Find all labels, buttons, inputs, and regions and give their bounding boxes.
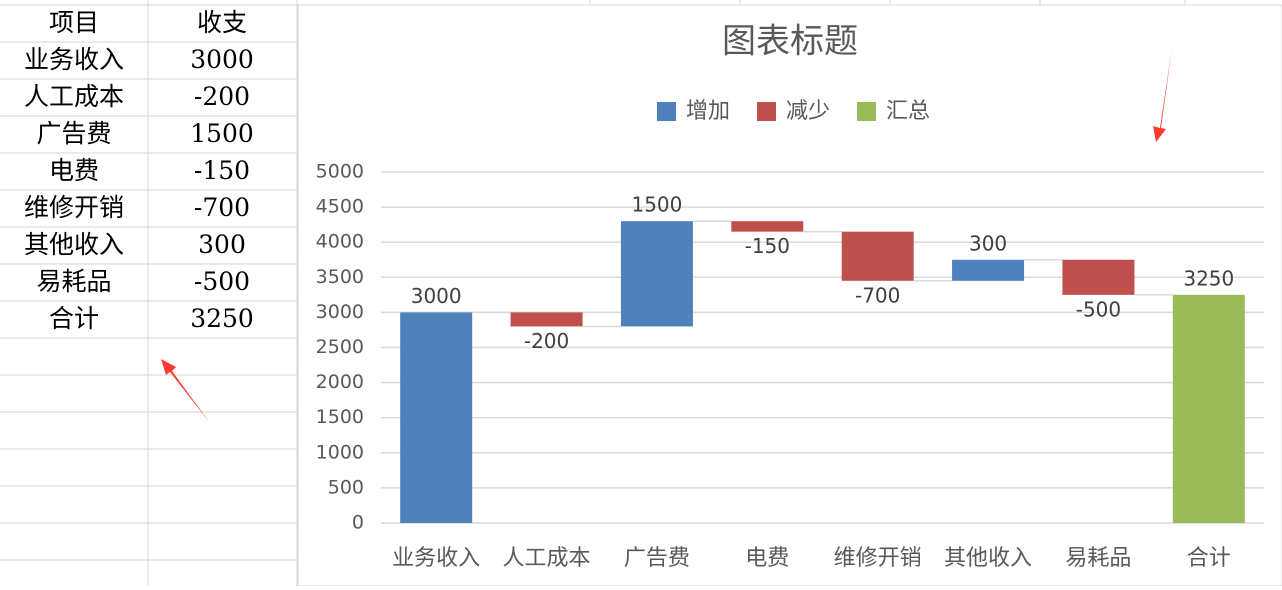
y-tick-label: 1000 [316, 441, 364, 463]
y-tick-label: 500 [328, 476, 364, 498]
data-label: -200 [524, 329, 569, 353]
cell: 人工成本 [24, 82, 124, 111]
y-tick-label: 3500 [316, 266, 364, 288]
cell: 300 [198, 230, 246, 259]
chart-title: 图表标题 [722, 22, 858, 62]
x-tick-label: 其他收入 [944, 546, 1032, 571]
data-label: 3000 [411, 284, 462, 308]
chart: 0 500 1000 1500 2000 2500 3000 3500 4000 4500 5000… [316, 99, 1264, 571]
legend-label: 减少 [786, 99, 830, 124]
bar [841, 231, 914, 281]
bar [620, 221, 693, 327]
cell: -150 [194, 156, 250, 185]
cell: 电费 [49, 156, 99, 185]
bar [510, 312, 583, 327]
cell: -200 [194, 82, 250, 111]
cell: 3000 [190, 45, 254, 74]
cell: 维修开销 [24, 193, 124, 222]
x-tick-label: 广告费 [624, 546, 690, 571]
cell: 1500 [190, 119, 254, 148]
bar [731, 221, 804, 232]
cell: 3250 [190, 304, 254, 333]
header-cell: 项目 [49, 8, 99, 37]
cell: 其他收入 [24, 230, 124, 259]
bar [952, 259, 1025, 281]
arrow [1153, 48, 1172, 142]
x-tick-label: 人工成本 [503, 546, 591, 571]
x-tick-label: 电费 [745, 546, 789, 571]
x-tick-label: 维修开销 [834, 546, 922, 571]
header-cell: 收支 [197, 8, 247, 37]
y-tick-label: 0 [352, 512, 364, 534]
cell: 易耗品 [36, 267, 111, 296]
y-tick-label: 2500 [316, 336, 364, 358]
bar [400, 312, 473, 523]
cell: -500 [194, 267, 250, 296]
legend-swatch [857, 102, 876, 121]
y-tick-label: 2000 [316, 371, 364, 393]
legend-label: 汇总 [886, 99, 930, 124]
legend-swatch [657, 102, 676, 121]
x-tick-label: 合计 [1187, 546, 1231, 571]
data-label: -700 [855, 283, 900, 307]
bar [1172, 294, 1245, 523]
y-tick-label: 4500 [316, 196, 364, 218]
data-label: -500 [1076, 297, 1121, 321]
cell: 合计 [49, 304, 99, 333]
bar [1062, 259, 1135, 295]
y-tick-label: 3000 [316, 301, 364, 323]
arrow [161, 359, 210, 423]
cell: -700 [194, 193, 250, 222]
legend-swatch [757, 102, 776, 121]
x-tick-label: 易耗品 [1065, 546, 1131, 571]
annotation-arrows [161, 48, 1172, 423]
cell: 业务收入 [24, 45, 124, 74]
data-label: 300 [969, 231, 1007, 255]
y-tick-label: 5000 [316, 161, 364, 183]
legend-label: 增加 [686, 99, 730, 124]
cell: 广告费 [36, 119, 111, 148]
y-tick-label: 4000 [316, 231, 364, 253]
data-label: -150 [745, 234, 790, 258]
y-tick-label: 1500 [316, 406, 364, 428]
data-label: 3250 [1183, 266, 1234, 290]
data-label: 1500 [631, 193, 682, 217]
x-tick-label: 业务收入 [392, 546, 480, 571]
